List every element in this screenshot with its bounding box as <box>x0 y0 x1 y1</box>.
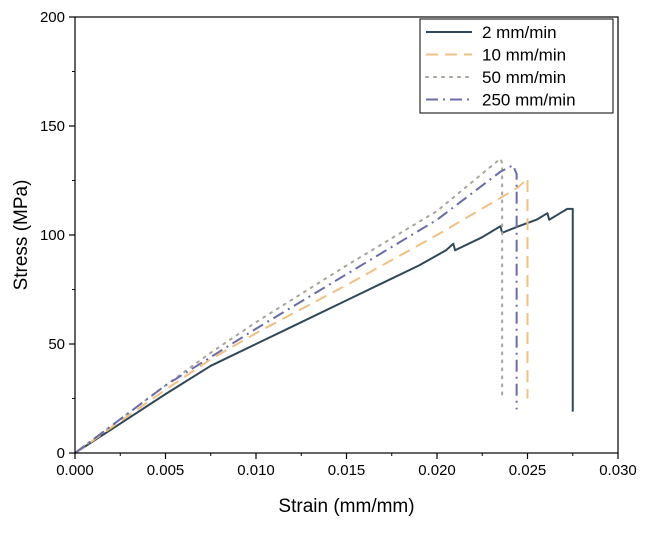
legend-label-2: 10 mm/min <box>482 46 566 65</box>
y-tick-label: 50 <box>48 336 65 353</box>
legend-label-4: 250 mm/min <box>482 91 576 110</box>
y-tick-label: 0 <box>57 445 65 462</box>
y-tick-label: 150 <box>40 118 65 135</box>
series-line-2 <box>74 177 529 454</box>
legend-label-3: 50 mm/min <box>482 68 566 87</box>
legend-box <box>419 18 614 114</box>
x-axis-title: Strain (mm/mm) <box>278 496 414 517</box>
axes: 0.000 0.005 0.010 0.015 0.020 0.025 0.030 0 50 10… <box>40 9 637 479</box>
series-line-1 <box>74 207 574 454</box>
x-tick-label: 0.015 <box>328 462 366 479</box>
y-tick-label: 100 <box>40 227 65 244</box>
x-tick-label: 0.000 <box>56 462 94 479</box>
x-tick-label: 0.010 <box>237 462 275 479</box>
series-layer <box>74 157 574 454</box>
x-tick-label: 0.025 <box>509 462 547 479</box>
x-tick-label: 0.005 <box>147 462 185 479</box>
y-axis-title: Stress (MPa) <box>11 180 32 291</box>
legend: 2 mm/min 10 mm/min 50 mm/min 250 mm/min <box>419 18 614 114</box>
y-tick-label: 200 <box>40 9 65 26</box>
x-tick-label: 0.030 <box>599 462 637 479</box>
series-line-3 <box>74 157 504 454</box>
x-tick-label: 0.020 <box>418 462 456 479</box>
legend-label-1: 2 mm/min <box>482 23 557 42</box>
series-line-4 <box>74 164 518 454</box>
